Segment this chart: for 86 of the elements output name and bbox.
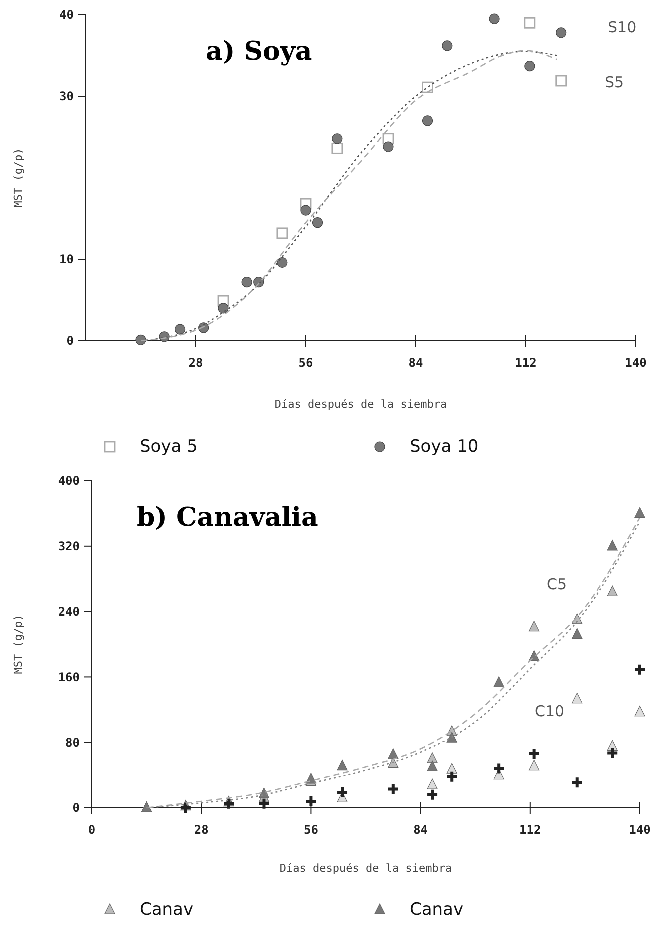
point bbox=[300, 205, 312, 216]
x-tick-label: 56 bbox=[304, 823, 318, 837]
point bbox=[606, 746, 620, 760]
x-axis-title: Días después de la siembra bbox=[274, 398, 448, 411]
x-tick-label: 84 bbox=[414, 823, 428, 837]
y-tick-label: 0 bbox=[72, 801, 80, 816]
point bbox=[572, 692, 583, 704]
point bbox=[556, 75, 568, 87]
x-tick-label: 0 bbox=[88, 823, 96, 837]
x-tick-label: 56 bbox=[298, 356, 314, 370]
point bbox=[427, 760, 438, 772]
point bbox=[529, 760, 540, 771]
y-tick-label: 0 bbox=[66, 334, 74, 348]
point bbox=[337, 760, 348, 771]
legend-label: Soya 10 bbox=[410, 437, 479, 457]
point bbox=[607, 586, 618, 596]
point bbox=[494, 676, 504, 688]
point bbox=[426, 788, 440, 802]
point bbox=[427, 778, 438, 790]
y-tick-label: 40 bbox=[60, 8, 74, 22]
point bbox=[422, 82, 434, 94]
point bbox=[277, 257, 288, 268]
legend-label: Canav bbox=[140, 900, 194, 920]
point bbox=[218, 295, 230, 307]
x-tick-label: 28 bbox=[188, 356, 204, 370]
annotation: S5 bbox=[605, 73, 624, 92]
x-tick-label: 28 bbox=[194, 823, 209, 837]
point bbox=[388, 748, 399, 760]
point bbox=[218, 303, 229, 314]
point bbox=[634, 663, 646, 676]
y-tick-label: 240 bbox=[58, 605, 80, 619]
point bbox=[529, 621, 540, 632]
point bbox=[442, 40, 453, 52]
y-tick-label: 400 bbox=[58, 474, 80, 488]
y-tick-label: 80 bbox=[66, 736, 80, 750]
legend-label: Soya 5 bbox=[140, 437, 198, 457]
y-tick-label: 10 bbox=[60, 252, 74, 267]
point bbox=[304, 794, 318, 808]
point bbox=[382, 133, 394, 145]
point bbox=[607, 540, 618, 551]
point bbox=[634, 706, 646, 717]
text: a) Soya bbox=[206, 37, 312, 67]
point bbox=[492, 762, 506, 776]
point bbox=[634, 507, 646, 518]
x-tick-label: 140 bbox=[629, 823, 651, 837]
point bbox=[446, 763, 458, 774]
x-axis-title: Días después de la siembra bbox=[280, 862, 452, 875]
legend-label: Canav bbox=[410, 900, 464, 920]
annotation: C5 bbox=[547, 575, 568, 594]
x-tick-label: 84 bbox=[408, 356, 424, 370]
point bbox=[336, 786, 350, 799]
y-axis-title: MST (g/p) bbox=[12, 148, 25, 208]
y-tick-label: 160 bbox=[58, 670, 80, 684]
annotation: C10 bbox=[535, 702, 565, 720]
point bbox=[570, 776, 584, 790]
text: b) Canavalia bbox=[137, 503, 319, 533]
annotation: S10 bbox=[608, 18, 637, 36]
x-tick-label: 112 bbox=[515, 356, 537, 370]
point bbox=[242, 277, 252, 288]
point bbox=[312, 218, 324, 228]
point bbox=[174, 324, 186, 335]
y-axis-title: MST (g/p) bbox=[12, 614, 25, 674]
point bbox=[446, 770, 459, 784]
point bbox=[528, 748, 541, 761]
point bbox=[136, 334, 146, 346]
point bbox=[524, 61, 536, 72]
point bbox=[179, 802, 192, 814]
point bbox=[276, 228, 288, 240]
point bbox=[489, 14, 500, 24]
point bbox=[300, 198, 312, 210]
point bbox=[572, 628, 583, 639]
x-tick-label: 112 bbox=[520, 823, 542, 837]
y-tick-label: 320 bbox=[58, 540, 80, 554]
point bbox=[427, 752, 438, 764]
point bbox=[332, 134, 343, 144]
point bbox=[524, 17, 536, 29]
x-tick-label: 140 bbox=[625, 356, 647, 370]
point bbox=[386, 782, 400, 796]
point bbox=[258, 797, 271, 810]
point bbox=[422, 116, 434, 126]
point bbox=[383, 142, 394, 152]
point bbox=[222, 797, 236, 810]
point bbox=[332, 142, 344, 154]
point bbox=[446, 732, 458, 743]
y-tick-label: 30 bbox=[60, 90, 74, 104]
point bbox=[556, 28, 567, 38]
